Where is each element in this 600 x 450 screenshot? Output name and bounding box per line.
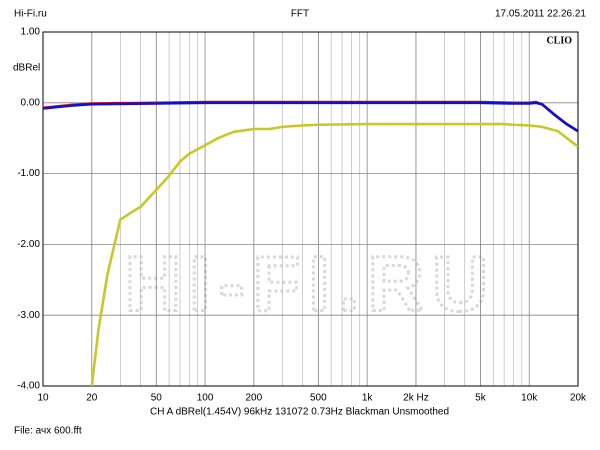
y-tick-label: -4.00 xyxy=(17,381,40,392)
watermark: HI-FI.RU xyxy=(125,240,497,328)
x-tick-label: 500 xyxy=(310,393,327,404)
x-tick-label: 200 xyxy=(246,393,263,404)
settings: CH A dBRel(1.454V) 96kHz 131072 0.73Hz B… xyxy=(150,407,449,418)
plot-frame xyxy=(42,31,579,387)
x-tick-label: 20 xyxy=(86,393,98,404)
x-tick-label: 50 xyxy=(151,393,163,404)
header-left: Hi-Fi.ru xyxy=(14,9,47,20)
y-axis-label: dBRel xyxy=(13,63,40,74)
y-tick-label: -3.00 xyxy=(17,310,40,321)
y-tick-label: -2.00 xyxy=(17,239,40,250)
y-tick-label: 1.00 xyxy=(21,27,41,38)
x-tick-label: 10k xyxy=(521,393,538,404)
x-tick-label: 20k xyxy=(570,393,587,404)
header-right: 17.05.2011 22.26.21 xyxy=(495,9,586,20)
series-line xyxy=(90,122,578,386)
y-tick-label: -1.00 xyxy=(17,168,40,179)
file-name: File: ачх 600.fft xyxy=(14,426,82,437)
x-tick-label: 100 xyxy=(197,393,214,404)
x-tick-label: 5k xyxy=(475,393,487,404)
x-tick-label: 10 xyxy=(37,393,49,404)
x-tick-label: 2k Hz xyxy=(403,393,429,404)
x-tick-label: 1k xyxy=(362,393,374,404)
header-center: FFT xyxy=(291,9,309,20)
y-tick-label: 0.00 xyxy=(21,97,41,108)
series-line xyxy=(43,100,578,133)
brand: CLIO xyxy=(546,35,572,46)
series-line xyxy=(43,101,578,133)
